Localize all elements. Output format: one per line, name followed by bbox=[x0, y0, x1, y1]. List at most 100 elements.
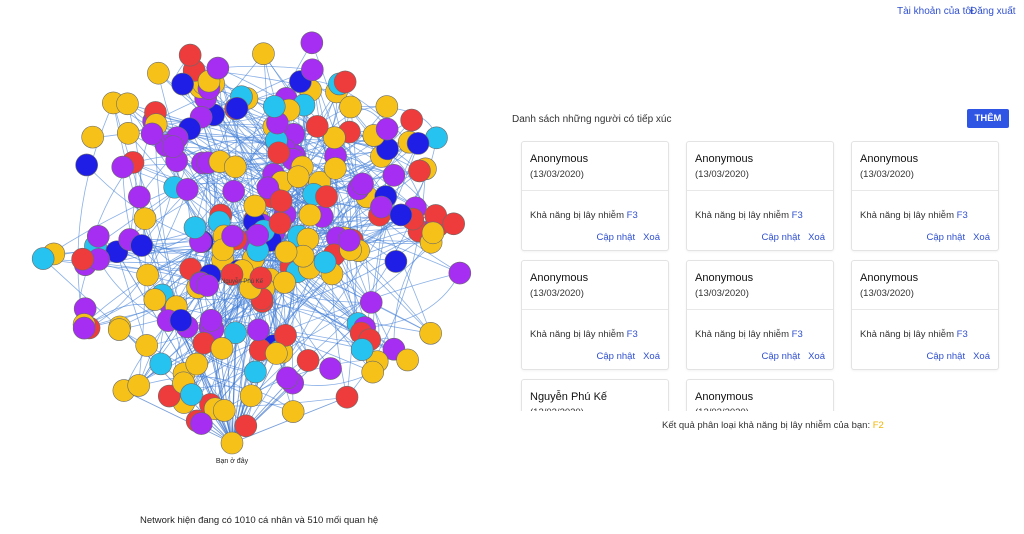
node bbox=[333, 70, 357, 94]
node bbox=[315, 185, 338, 208]
node bbox=[382, 164, 406, 187]
node bbox=[244, 360, 267, 384]
risk-line: Khả năng bị lây nhiễm F3 bbox=[530, 210, 638, 221]
delete-link[interactable]: Xoá bbox=[808, 232, 825, 243]
node bbox=[375, 95, 399, 118]
risk-text: Khả năng bị lây nhiễm bbox=[695, 329, 790, 340]
risk-text: Khả năng bị lây nhiễm bbox=[860, 210, 955, 221]
divider bbox=[687, 309, 833, 310]
contact-name: Anonymous bbox=[530, 272, 589, 284]
contacts-title: Danh sách những người có tiếp xúc bbox=[512, 114, 672, 125]
risk-level: F3 bbox=[956, 329, 968, 340]
node bbox=[375, 117, 399, 141]
delete-link[interactable]: Xoá bbox=[643, 232, 660, 243]
update-link[interactable]: Cập nhật bbox=[596, 351, 636, 362]
network-graph: Bạn ở đây Nguyễn Phú Kế bbox=[31, 31, 472, 465]
node bbox=[274, 323, 297, 347]
node bbox=[339, 95, 362, 119]
risk-level: F3 bbox=[791, 329, 803, 340]
risk-line: Khả năng bị lây nhiễm F3 bbox=[530, 329, 638, 340]
node bbox=[269, 189, 293, 213]
node bbox=[136, 263, 159, 287]
node bbox=[175, 178, 199, 201]
node bbox=[128, 185, 151, 209]
node bbox=[196, 274, 219, 297]
divider bbox=[852, 190, 998, 191]
node bbox=[190, 412, 213, 435]
card-actions: Cập nhật Xoá bbox=[589, 232, 660, 243]
node bbox=[286, 165, 310, 189]
node bbox=[323, 157, 347, 180]
node bbox=[169, 309, 193, 332]
risk-level: F3 bbox=[626, 329, 638, 340]
contact-date: (13/03/2020) bbox=[530, 169, 584, 180]
contact-date: (13/03/2020) bbox=[860, 169, 914, 180]
contact-card: Anonymous (13/03/2020) Khả năng bị lây nhi… bbox=[686, 260, 834, 370]
contact-name: Anonymous bbox=[860, 153, 919, 165]
node bbox=[350, 338, 374, 361]
divider bbox=[852, 309, 998, 310]
contact-name: Anonymous bbox=[695, 153, 754, 165]
node bbox=[298, 203, 322, 227]
node bbox=[220, 263, 244, 286]
contact-card: Anonymous (13/03/2020) Khả năng bị lây nhi… bbox=[851, 260, 999, 370]
node bbox=[421, 221, 445, 245]
node bbox=[72, 316, 96, 340]
delete-link[interactable]: Xoá bbox=[808, 351, 825, 362]
edge bbox=[235, 108, 436, 216]
delete-link[interactable]: Xoá bbox=[643, 351, 660, 362]
node bbox=[281, 400, 305, 423]
result-value: F2 bbox=[872, 420, 884, 431]
edge bbox=[231, 283, 255, 444]
node bbox=[337, 228, 361, 252]
node bbox=[361, 360, 385, 384]
contact-name: Anonymous bbox=[695, 272, 754, 284]
node bbox=[268, 211, 292, 235]
delete-link[interactable]: Xoá bbox=[973, 351, 990, 362]
node bbox=[183, 216, 207, 239]
update-link[interactable]: Cập nhật bbox=[926, 232, 966, 243]
node bbox=[323, 126, 346, 149]
result: Kết quả phân loại khả năng bị lây nhiễm … bbox=[662, 420, 884, 431]
node bbox=[273, 271, 296, 294]
node bbox=[300, 31, 324, 55]
node bbox=[130, 234, 153, 257]
update-link[interactable]: Cập nhật bbox=[596, 232, 636, 243]
node bbox=[225, 96, 249, 120]
node bbox=[143, 288, 167, 311]
node bbox=[111, 155, 135, 179]
node bbox=[223, 155, 247, 179]
node bbox=[408, 159, 431, 183]
node bbox=[212, 399, 236, 422]
risk-text: Khả năng bị lây nhiễm bbox=[860, 329, 955, 340]
center-label: Nguyễn Phú Kế bbox=[221, 278, 264, 285]
logout-link[interactable]: Đăng xuất bbox=[970, 6, 1016, 17]
update-link[interactable]: Cập nhật bbox=[761, 351, 801, 362]
contact-card: Anonymous (13/03/2020) Khả năng bị lây nhi… bbox=[521, 260, 669, 370]
node bbox=[75, 153, 98, 177]
node bbox=[234, 414, 258, 438]
contact-name: Anonymous bbox=[860, 272, 919, 284]
node bbox=[276, 366, 299, 390]
card-actions: Cập nhật Xoá bbox=[919, 232, 990, 243]
node bbox=[135, 334, 158, 357]
card-actions: Cập nhật Xoá bbox=[754, 351, 825, 362]
account-link[interactable]: Tài khoản của tôi bbox=[897, 6, 974, 17]
node bbox=[221, 224, 244, 248]
contact-date: (13/03/2020) bbox=[695, 407, 749, 411]
edge bbox=[127, 133, 309, 361]
update-link[interactable]: Cập nhật bbox=[761, 232, 801, 243]
node bbox=[71, 247, 94, 271]
contact-name: Anonymous bbox=[695, 391, 754, 403]
risk-level: F3 bbox=[791, 210, 803, 221]
contact-card: Anonymous (13/03/2020) Khả năng bị lây nhi… bbox=[521, 141, 669, 251]
update-link[interactable]: Cập nhật bbox=[926, 351, 966, 362]
risk-text: Khả năng bị lây nhiễm bbox=[695, 210, 790, 221]
node bbox=[396, 348, 419, 372]
node bbox=[389, 203, 413, 227]
risk-line: Khả năng bị lây nhiễm F3 bbox=[695, 329, 803, 340]
add-button[interactable]: THÊM bbox=[967, 109, 1009, 128]
delete-link[interactable]: Xoá bbox=[973, 232, 990, 243]
contact-date: (13/03/2020) bbox=[530, 288, 584, 299]
